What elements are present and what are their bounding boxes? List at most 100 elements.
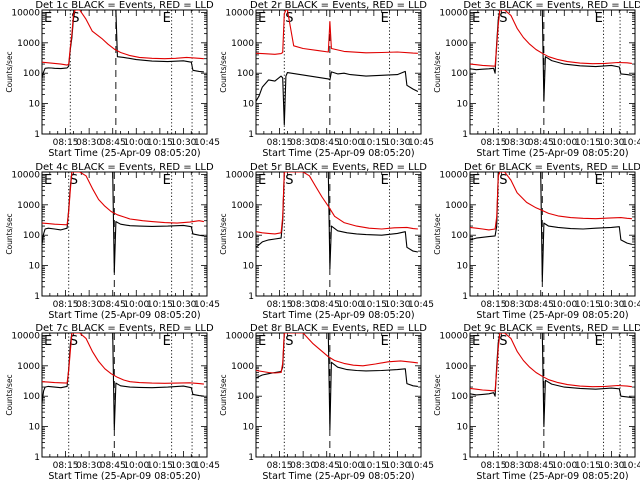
y-tick-label: 100 <box>237 392 254 402</box>
plot-frame <box>469 9 636 135</box>
series-group <box>470 10 632 102</box>
end-marker-e: E <box>595 334 603 349</box>
x-tick-label: 10:15 <box>361 461 387 471</box>
y-tick-label: 1000 <box>445 201 468 211</box>
series-line-events <box>42 172 204 273</box>
y-tick-label: 10 <box>457 100 469 110</box>
y-tick-label: 1 <box>248 130 254 140</box>
y-tick-label: 100 <box>451 392 468 402</box>
panel-title: Det 5r BLACK = Events, RED = LLD <box>250 162 427 173</box>
panel-7: Det 7c BLACK = Events, RED = LLD 1 10 100 10… <box>5 323 220 480</box>
panel-1: Det 1c BLACK = Events, RED = LLD 1 10 100 10… <box>5 0 220 159</box>
plot-frame <box>255 9 422 135</box>
x-tick-label: 10:45 <box>622 300 640 310</box>
series-group <box>256 10 419 126</box>
x-tick-label: 10:45 <box>622 138 640 148</box>
y-tick-label: 1000 <box>231 39 254 49</box>
y-tick-label: 1 <box>462 292 468 302</box>
x-tick-label: 08:45 <box>100 300 126 310</box>
y-tick-label: 10000 <box>225 170 254 180</box>
x-tick-label: 10:15 <box>361 138 387 148</box>
y-tick-label: 10 <box>457 262 469 272</box>
x-tick-label: 08:30 <box>290 300 316 310</box>
series-line-lld <box>42 10 204 66</box>
panel-title: Det 1c BLACK = Events, RED = LLD <box>35 0 214 11</box>
x-tick-label: 10:00 <box>337 300 363 310</box>
y-tick-label: 10000 <box>225 8 254 18</box>
end-marker-e: E <box>163 334 171 349</box>
x-tick-label: 08:15 <box>53 138 79 148</box>
y-tick-label: 10 <box>29 100 41 110</box>
x-tick-label: 10:00 <box>337 461 363 471</box>
y-tick-label: 1 <box>34 292 40 302</box>
start-marker-e: E <box>258 173 266 188</box>
x-tick-label: 10:30 <box>384 138 410 148</box>
y-tick-label: 10 <box>29 262 41 272</box>
y-tick-label: 1 <box>248 453 254 463</box>
x-tick-label: 10:15 <box>361 300 387 310</box>
series-group <box>42 10 204 79</box>
panel-3: Det 3c BLACK = Events, RED = LLD 1 10 100 10… <box>433 0 640 159</box>
x-tick-label: 08:15 <box>53 461 79 471</box>
x-tick-label: 10:00 <box>551 138 577 148</box>
series-line-events <box>470 172 633 283</box>
y-tick-label: 10000 <box>439 8 468 18</box>
x-axis-label: Start Time (25-Apr-09 08:05:20) <box>476 310 628 321</box>
y-tick-label: 100 <box>23 69 40 79</box>
y-tick-label: 100 <box>451 231 468 241</box>
series-line-events <box>256 70 419 126</box>
x-axis-label: Start Time (25-Apr-09 08:05:20) <box>262 471 414 480</box>
y-tick-label: 10000 <box>11 8 40 18</box>
end-marker-e: E <box>381 334 389 349</box>
panel-4: Det 4c BLACK = Events, RED = LLD 1 10 100 10… <box>5 162 220 321</box>
series-line-lld <box>256 333 418 374</box>
x-axis-label: Start Time (25-Apr-09 08:05:20) <box>48 471 200 480</box>
x-tick-label: 08:45 <box>100 461 126 471</box>
plot-frame <box>255 332 422 458</box>
end-marker-e: E <box>595 173 603 188</box>
panel-5: Det 5r BLACK = Events, RED = LLD 1 10 100 10… <box>219 162 434 321</box>
y-axis-label: Counts/sec <box>433 213 442 254</box>
x-tick-label: 10:30 <box>598 461 624 471</box>
series-group <box>470 333 632 428</box>
x-tick-label: 08:30 <box>290 461 316 471</box>
y-tick-label: 1 <box>248 292 254 302</box>
plot-frame <box>41 332 208 458</box>
panel-title: Det 7c BLACK = Events, RED = LLD <box>35 323 214 334</box>
series-line-events <box>256 333 418 431</box>
x-tick-label: 10:00 <box>123 300 149 310</box>
y-tick-label: 10 <box>29 423 41 433</box>
end-marker-e: E <box>381 11 389 26</box>
x-tick-label: 10:45 <box>622 461 640 471</box>
series-line-lld <box>256 172 418 235</box>
x-axis-label: Start Time (25-Apr-09 08:05:20) <box>476 471 628 480</box>
panel-title: Det 3c BLACK = Events, RED = LLD <box>463 0 640 11</box>
y-tick-label: 10 <box>243 262 255 272</box>
start-marker-s: S <box>499 334 507 349</box>
panel-2: Det 2r BLACK = Events, RED = LLD 1 10 100 10… <box>219 0 434 159</box>
start-marker-s: S <box>71 11 79 26</box>
x-axis-label: Start Time (25-Apr-09 08:05:20) <box>476 148 628 159</box>
x-tick-label: 08:30 <box>504 461 530 471</box>
x-tick-label: 10:30 <box>384 461 410 471</box>
series-line-events <box>256 172 419 270</box>
y-tick-label: 100 <box>237 231 254 241</box>
panel-title: Det 9c BLACK = Events, RED = LLD <box>463 323 640 334</box>
y-axis-label: Counts/sec <box>5 51 14 92</box>
y-tick-label: 10 <box>243 423 255 433</box>
start-marker-e: E <box>258 11 266 26</box>
x-tick-label: 08:15 <box>481 138 507 148</box>
plot-frame <box>469 332 636 458</box>
x-tick-label: 08:15 <box>53 300 79 310</box>
x-tick-label: 10:15 <box>575 300 601 310</box>
start-marker-s: S <box>499 11 507 26</box>
x-tick-label: 08:45 <box>314 461 340 471</box>
y-tick-label: 1 <box>34 130 40 140</box>
x-axis-label: Start Time (25-Apr-09 08:05:20) <box>48 310 200 321</box>
x-tick-label: 08:15 <box>481 300 507 310</box>
x-tick-label: 10:15 <box>147 300 173 310</box>
series-line-events <box>42 333 204 431</box>
x-tick-label: 10:00 <box>337 138 363 148</box>
x-tick-label: 10:00 <box>551 300 577 310</box>
series-line-lld <box>42 172 205 226</box>
